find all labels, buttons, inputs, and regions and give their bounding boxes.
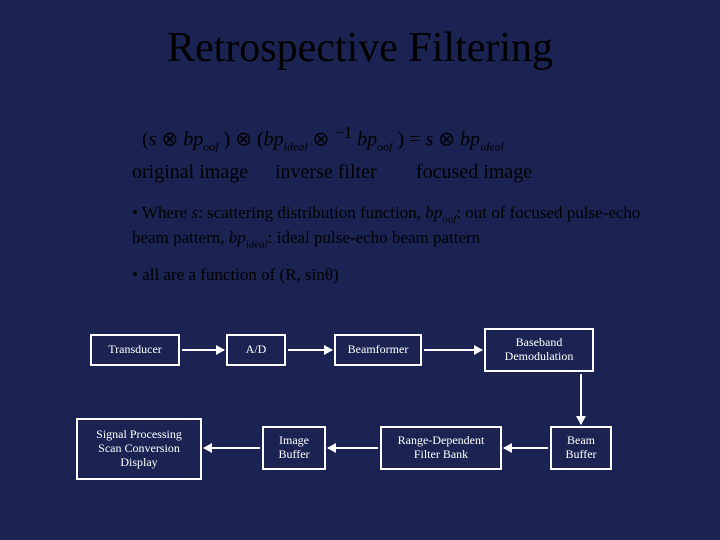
eq-ot1: ⊗: [156, 129, 183, 151]
eq-ideal1: ideal: [284, 140, 308, 154]
bullets: • Where s: scattering distribution funct…: [132, 202, 672, 287]
b1-bp: bp: [425, 203, 442, 222]
eq-bp4: bp: [460, 129, 480, 151]
eq-ot2: ⊗: [308, 129, 335, 151]
label-original: original image: [132, 161, 270, 184]
flow-edge-baseband-beambuf: [580, 374, 582, 424]
eq-ideal2: ideal: [480, 140, 504, 154]
flowchart: Transducer A/D Beamformer Baseband Demodula…: [90, 328, 630, 508]
flow-edge-beambuf-filterbank: [504, 447, 548, 449]
flow-node-imgbuf: Image Buffer: [262, 426, 326, 470]
b1-end: : ideal pulse-echo beam pattern: [268, 228, 480, 247]
flow-edge-ad-beamformer: [288, 349, 332, 351]
flow-edge-filterbank-imgbuf: [328, 447, 378, 449]
page-title: Retrospective Filtering: [0, 0, 720, 72]
bullet-1: • Where s: scattering distribution funct…: [132, 202, 672, 252]
eq-mid: ) ⊗ (: [219, 129, 264, 151]
equation: (s ⊗ bpoof ) ⊗ (bpideal ⊗ −1 bpoof ) = s…: [132, 100, 720, 155]
flow-node-filterbank: Range-Dependent Filter Bank: [380, 426, 502, 470]
flow-node-ad: A/D: [226, 334, 286, 366]
flow-node-transducer: Transducer: [90, 334, 180, 366]
b1-ideal: ideal: [246, 238, 268, 250]
eq-bp3: bp: [357, 129, 377, 151]
label-focused: focused image: [416, 161, 532, 184]
flow-node-beambuf: Beam Buffer: [550, 426, 612, 470]
label-inverse: inverse filter: [275, 161, 411, 184]
eq-ot3: ⊗: [433, 129, 460, 151]
eq-oof2: oof: [377, 140, 392, 154]
b1-m1: : scattering distribution function,: [198, 203, 425, 222]
b1-oof: oof: [442, 213, 456, 225]
flow-node-baseband: Baseband Demodulation: [484, 328, 594, 372]
eq-oof1: oof: [203, 140, 218, 154]
flow-edge-beamformer-baseband: [424, 349, 482, 351]
equation-labels: original image inverse filter focused im…: [132, 161, 720, 184]
eq-bp2: bp: [264, 129, 284, 151]
b1-bp2: bp: [229, 228, 246, 247]
eq-bp1: bp: [183, 129, 203, 151]
flow-node-sigproc: Signal Processing Scan Conversion Displa…: [76, 418, 202, 480]
flow-edge-imgbuf-sigproc: [204, 447, 260, 449]
bullet-2: • all are a function of (R, sinθ): [132, 264, 672, 287]
b1-pre: • Where: [132, 203, 191, 222]
eq-neg1: −1: [334, 123, 352, 142]
flow-node-beamformer: Beamformer: [334, 334, 422, 366]
eq-eq: ) =: [393, 129, 426, 151]
flow-edge-transducer-ad: [182, 349, 224, 351]
eq-open: (: [142, 129, 149, 151]
